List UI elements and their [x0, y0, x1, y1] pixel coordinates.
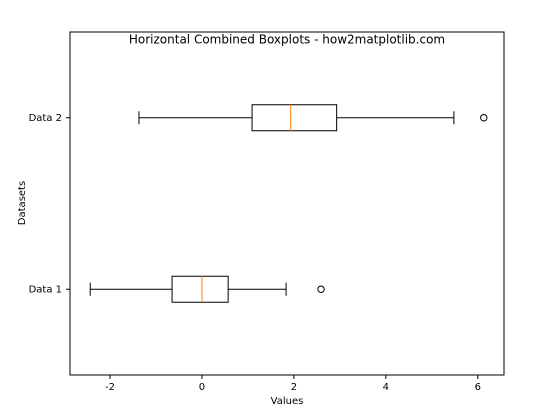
y-tick-label: Data 2	[29, 113, 62, 124]
y-tick-label: Data 1	[29, 284, 62, 295]
x-tick-label: 4	[383, 382, 389, 393]
x-tick-label: 6	[475, 382, 481, 393]
box	[251, 104, 338, 132]
y-axis-label: Datasets	[17, 181, 28, 225]
plot-frame	[69, 31, 505, 376]
x-tick-label: -2	[105, 382, 115, 393]
x-axis-label: Values	[271, 396, 304, 407]
chart-title: Horizontal Combined Boxplots - how2matpl…	[129, 33, 445, 47]
flier	[480, 114, 488, 122]
box	[171, 275, 229, 303]
x-tick-label: 2	[291, 382, 297, 393]
flier	[317, 285, 325, 293]
x-tick-label: 0	[199, 382, 205, 393]
